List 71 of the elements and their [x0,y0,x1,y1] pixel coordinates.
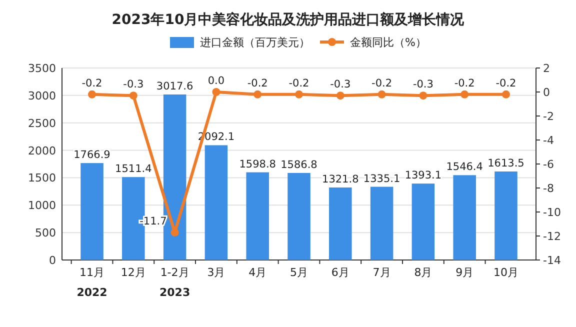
data-label: -0.2 [247,77,268,90]
data-label: -0.2 [82,77,102,90]
point [129,92,138,100]
data-label: 1511.4 [115,163,152,176]
data-label: 1586.8 [280,158,318,171]
y2-tick-label: -10 [543,206,561,219]
data-label: -0.2 [288,77,310,90]
data-label: 1613.5 [488,157,524,170]
x-tick-label: 8月 [414,266,432,279]
x-tick-label: 11月 2022 [76,266,108,299]
data-label: 1598.8 [239,158,276,170]
point [254,90,262,98]
point [378,90,386,98]
data-label: -0.3 [412,78,434,91]
y2-tick-label: -2 [543,110,554,123]
x-tick-label: 6月 [331,266,350,279]
y2-tick-label: -14 [543,254,561,267]
y2-tick-label: -6 [543,158,554,171]
point [88,90,96,98]
bar [370,186,394,260]
x-tick-label: 4月 [248,266,267,279]
data-label: 0.0 [208,75,225,87]
y-tick-label: 0 [49,254,56,267]
point [212,88,220,96]
y-tick-label: 1500 [28,172,56,185]
data-label: 1546.4 [446,161,484,174]
x-tick-label: 1-2月 2023 [159,266,190,299]
chart-title: 2023年10月中美容化妆品及洗护用品进口额及增长情况 [112,11,466,28]
point [419,92,428,100]
data-label: -0.3 [330,78,351,91]
bar [288,172,310,260]
data-label: -0.3 [123,78,144,91]
bar [412,184,435,260]
data-label: 1321.8 [322,173,359,186]
point [170,228,179,236]
y-tick-label: 2500 [28,116,56,130]
y2-tick-label: 0 [543,86,550,99]
data-label: -0.2 [496,77,516,90]
point [295,90,303,98]
bar [453,175,476,260]
legend-label: 金额同比（%） [350,36,426,49]
legend-label: 进口金额（百万美元） [200,36,310,49]
y2-tick-label: -4 [543,134,554,147]
bar [204,145,228,260]
data-label: 3017.6 [156,80,194,92]
x-tick-label: 12月 [120,266,146,279]
x-tick-label: 7月 [372,266,391,279]
data-label: -0.2 [372,77,392,90]
bar [494,171,518,260]
y-tick-label: 500 [35,226,56,240]
data-label: 1393.1 [404,170,442,182]
x-tick-label: 5月 [290,266,308,279]
data-label: 1335.1 [363,172,400,185]
y-tick-label: 3000 [28,89,56,102]
y2-tick-label: 2 [543,62,550,75]
bar [246,172,269,260]
point [336,92,344,100]
bar [80,163,104,260]
x-tick-label: 3月 [207,266,226,279]
x-tick-label: 9月 [456,266,474,279]
y-tick-label: 3500 [28,62,56,75]
bar [329,187,352,260]
data-label: 1766.9 [74,149,110,162]
y2-tick-label: -8 [543,182,554,195]
data-label: -0.2 [454,77,475,90]
x-tick-label: 10月 [493,266,518,279]
y2-tick-label: -12 [543,230,561,243]
point [502,90,510,98]
y-tick-label: 1000 [28,199,56,212]
point [460,90,469,98]
y-tick-label: 2000 [28,144,56,158]
